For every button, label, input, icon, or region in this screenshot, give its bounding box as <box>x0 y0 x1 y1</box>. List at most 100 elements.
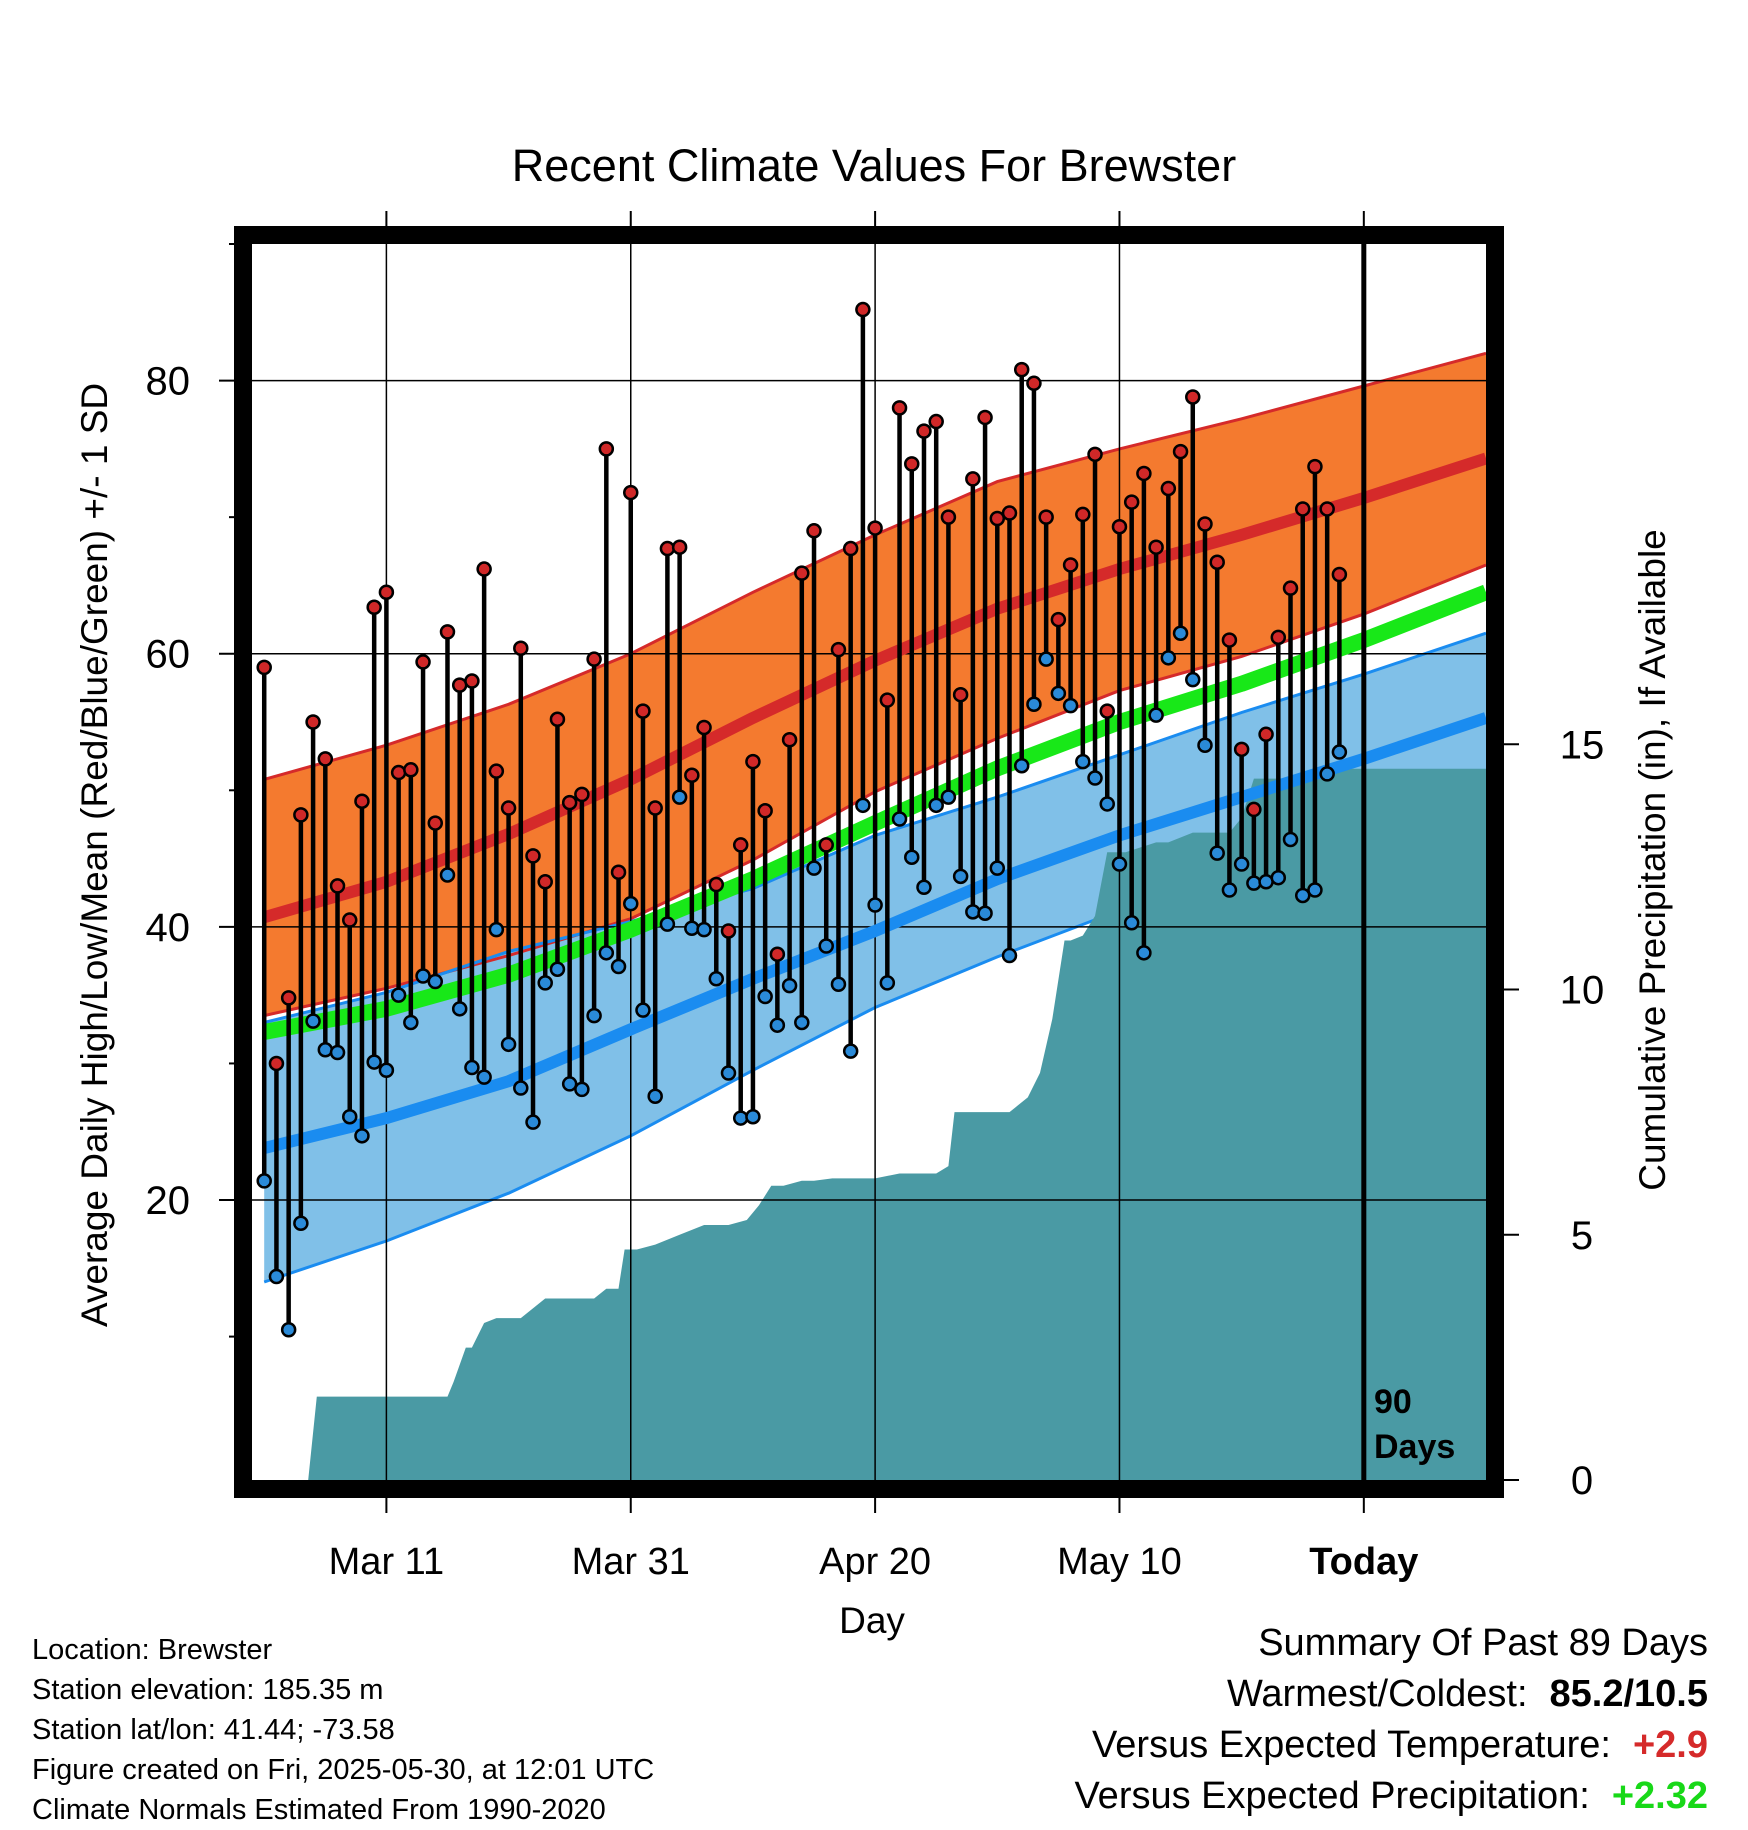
high-point <box>305 714 321 730</box>
low-point <box>256 1173 272 1189</box>
low-point <box>451 1001 468 1017</box>
low-point <box>1221 882 1238 898</box>
low-point <box>1185 671 1201 688</box>
high-point <box>1172 443 1189 460</box>
low-point <box>610 958 627 975</box>
low-point <box>818 938 834 954</box>
low-point <box>867 897 883 913</box>
low-point <box>341 1108 358 1125</box>
high-point <box>1026 375 1042 392</box>
station-location: Location: Brewster <box>32 1634 273 1666</box>
today-marker-label-line1: 90 <box>1374 1383 1412 1421</box>
high-point <box>1307 458 1323 475</box>
low-point <box>574 1081 590 1098</box>
high-point <box>989 510 1006 527</box>
low-point <box>1136 945 1152 961</box>
high-point <box>928 413 944 430</box>
high-point <box>647 800 663 816</box>
y-tick-label-right: 10 <box>1560 969 1605 1013</box>
low-point <box>439 867 456 883</box>
low-point <box>671 789 688 805</box>
high-point <box>1185 389 1201 405</box>
high-point <box>354 793 370 809</box>
high-point <box>684 767 700 784</box>
y-tick-label-left: 20 <box>146 1179 191 1223</box>
high-point <box>696 719 712 736</box>
high-point <box>830 641 847 658</box>
low-point <box>1233 856 1250 872</box>
high-point <box>1160 480 1177 497</box>
low-point <box>855 797 871 814</box>
y-tick-label-left: 60 <box>146 633 191 677</box>
high-point <box>745 753 761 770</box>
low-point <box>1026 696 1042 713</box>
high-point <box>891 400 908 416</box>
low-point <box>806 860 822 876</box>
low-point <box>525 1114 541 1130</box>
high-point <box>1099 703 1115 719</box>
summary-warmest-label: Warmest/Coldest: <box>1226 1673 1528 1715</box>
low-point <box>1013 757 1030 774</box>
low-point <box>513 1080 529 1096</box>
high-point <box>1136 465 1152 482</box>
low-point <box>781 977 798 994</box>
x-tick-label: May 10 <box>1057 1541 1182 1583</box>
low-point <box>720 1065 737 1081</box>
figure-created: Figure created on Fri, 2025-05-30, at 12… <box>32 1754 655 1786</box>
high-point <box>671 539 688 555</box>
high-point <box>439 624 456 640</box>
today-marker-label-line2: Days <box>1374 1428 1455 1466</box>
high-point <box>1111 518 1128 535</box>
low-point <box>366 1054 382 1070</box>
low-point <box>1160 650 1177 666</box>
summary-panel: Summary Of Past 89 Days Warmest/Coldest:… <box>1074 1618 1708 1822</box>
low-point <box>561 1076 578 1092</box>
high-point <box>818 837 834 853</box>
summary-temp-value: +2.9 <box>1632 1724 1708 1766</box>
high-point <box>732 837 749 853</box>
low-point <box>317 1042 334 1058</box>
high-point <box>403 762 419 778</box>
low-point <box>1294 887 1311 904</box>
low-point <box>476 1069 492 1085</box>
low-point <box>1075 753 1091 770</box>
summary-warmest-value: 85.2/10.5 <box>1549 1673 1708 1715</box>
low-point <box>403 1014 419 1031</box>
high-point <box>488 763 505 779</box>
station-info: Location: Brewster Station elevation: 18… <box>32 1630 654 1830</box>
high-point <box>268 1055 285 1072</box>
precipitation-area <box>258 768 1486 1480</box>
high-point <box>965 471 981 487</box>
x-tick-label: Mar 11 <box>329 1541 444 1583</box>
high-point <box>341 912 358 928</box>
high-point <box>1197 516 1213 532</box>
high-point <box>1062 557 1079 573</box>
low-point <box>378 1062 395 1079</box>
high-point <box>1331 566 1348 583</box>
high-point <box>610 864 627 880</box>
high-point <box>1270 629 1287 646</box>
high-point <box>464 673 480 689</box>
low-point <box>1209 845 1225 861</box>
low-point <box>952 868 969 885</box>
high-point <box>1050 611 1067 628</box>
low-point <box>1062 697 1079 714</box>
low-point <box>329 1044 346 1061</box>
high-point <box>574 786 590 803</box>
low-point <box>1172 625 1189 641</box>
summary-temp-row: Versus Expected Temperature: +2.9 <box>1074 1720 1708 1771</box>
low-point <box>427 973 444 990</box>
low-point <box>1246 875 1262 891</box>
low-point <box>842 1043 859 1059</box>
station-latlon: Station lat/lon: 41.44; -73.58 <box>32 1714 395 1746</box>
high-point <box>1258 726 1274 743</box>
x-axis-label: Day <box>839 1600 905 1641</box>
low-point <box>635 1002 651 1018</box>
low-point <box>1123 915 1140 931</box>
summary-precip-row: Versus Expected Precipitation: +2.32 <box>1074 1771 1708 1822</box>
high-point <box>1209 554 1225 570</box>
high-point <box>561 794 578 811</box>
normals-period: Climate Normals Estimated From 1990-2020 <box>32 1794 606 1826</box>
low-point <box>537 975 553 991</box>
high-point <box>794 565 810 581</box>
